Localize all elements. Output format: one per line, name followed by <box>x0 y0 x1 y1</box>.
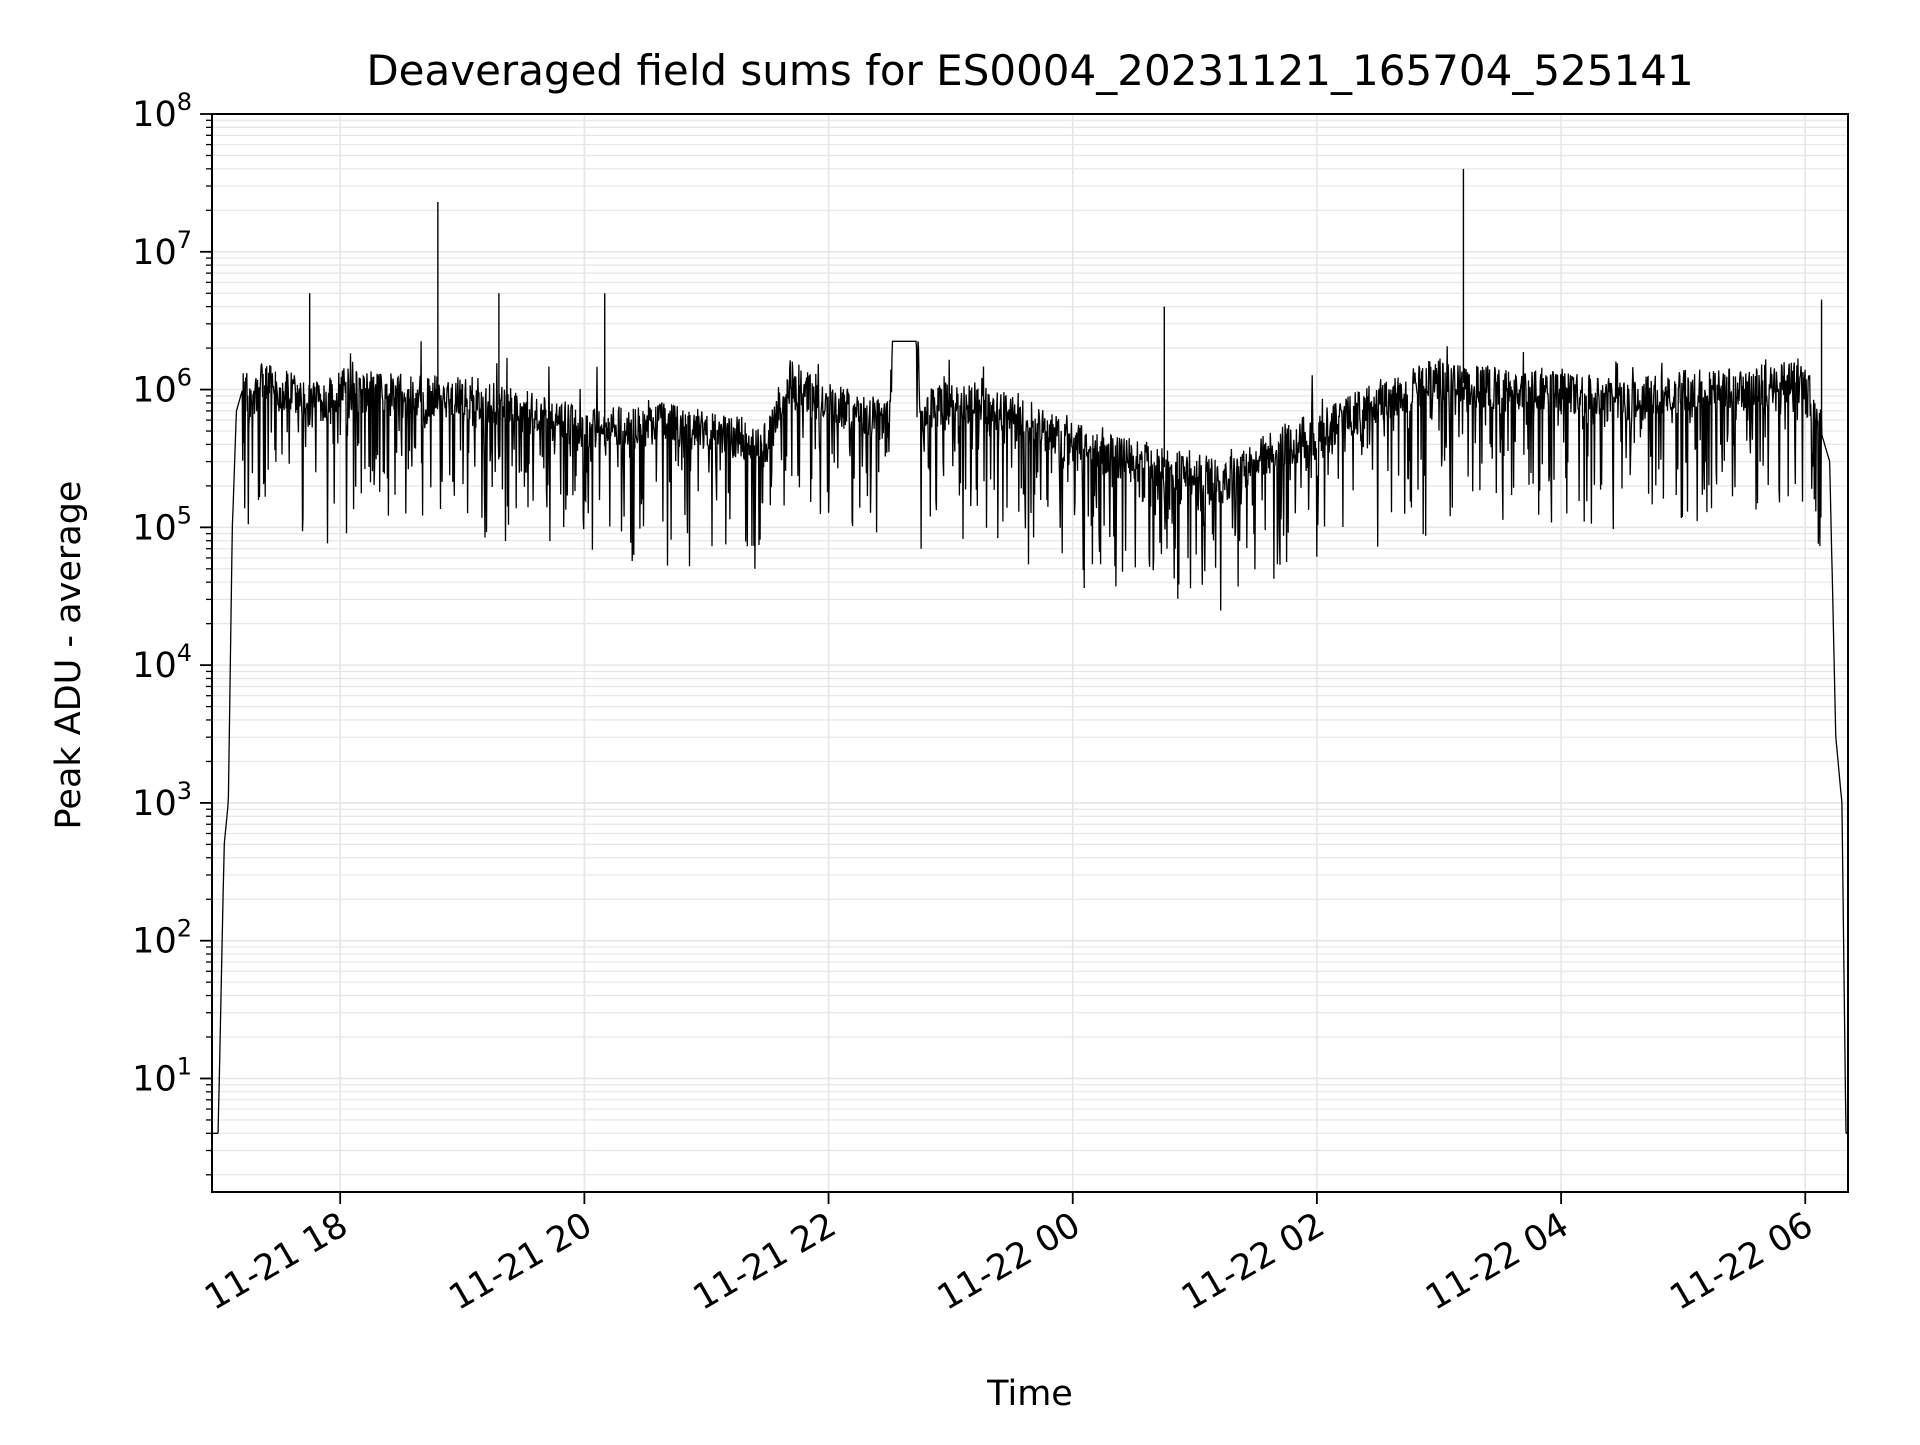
y-axis: 101 102 103 104 105 106 107 108 <box>132 88 212 1176</box>
plot-frame <box>211 113 1849 1193</box>
y-tick-label: 108 <box>132 88 192 135</box>
y-axis-label: Peak ADU - average <box>49 481 89 830</box>
x-axis-label: Time <box>986 1374 1073 1414</box>
y-tick-label: 102 <box>132 915 192 962</box>
y-tick-label: 104 <box>132 639 192 686</box>
y-tick-label: 103 <box>132 777 192 824</box>
y-tick-label: 105 <box>132 501 192 548</box>
chart-title: Deaveraged field sums for ES0004_2023112… <box>366 46 1693 95</box>
data-spikes <box>308 168 1823 468</box>
data-line <box>212 340 1848 1134</box>
y-tick-label: 107 <box>132 226 192 273</box>
y-tick-label: 101 <box>132 1052 192 1099</box>
y-tick-label: 106 <box>132 364 192 411</box>
